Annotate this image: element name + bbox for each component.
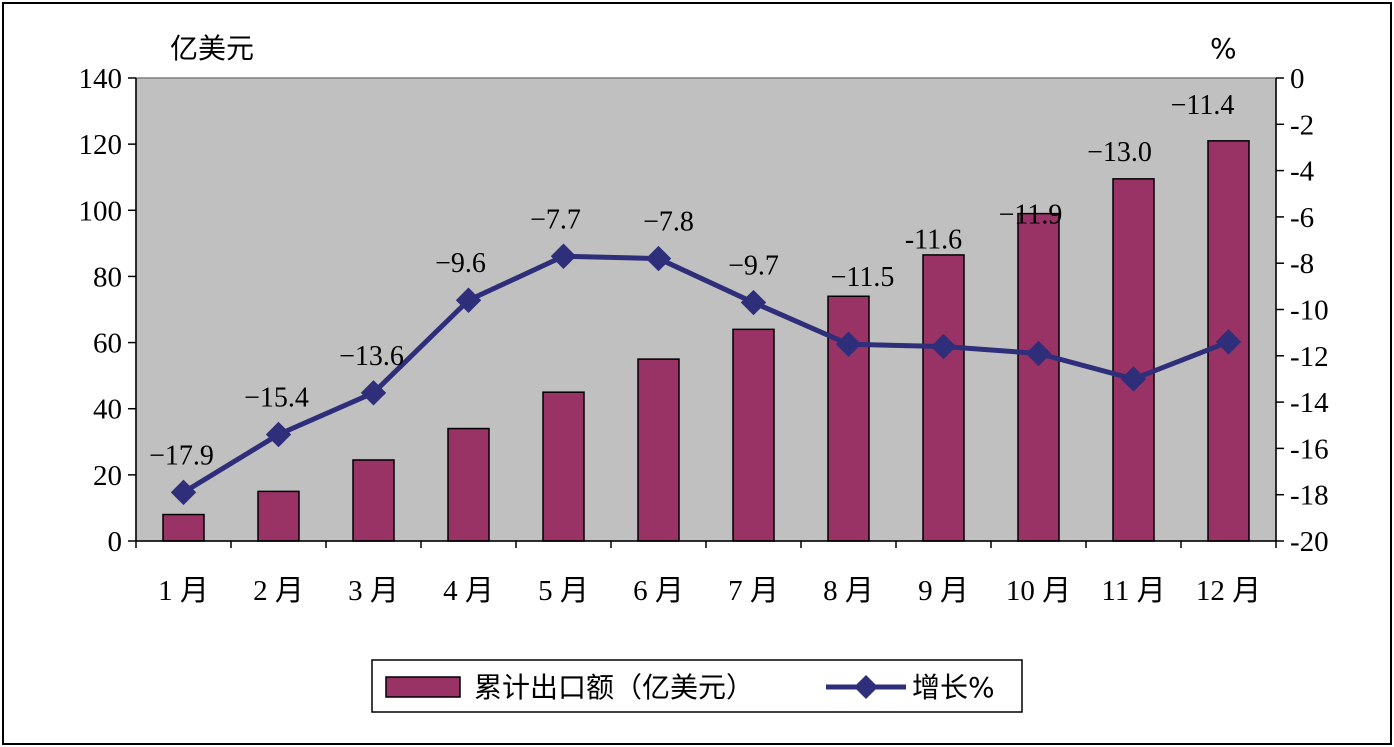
data-label: −11.4 — [1171, 90, 1235, 121]
right-tick-label: -4 — [1290, 156, 1315, 188]
bar-series — [162, 140, 1250, 542]
diamond-marker — [930, 333, 957, 360]
data-label: −15.4 — [244, 383, 309, 414]
right-axis-unit: % — [1210, 32, 1237, 65]
diamond-marker — [360, 380, 387, 406]
diamond-marker — [550, 243, 577, 269]
left-tick-label: 80 — [93, 261, 122, 293]
growth-line — [182, 253, 1230, 495]
data-labels: −17.9 −15.4 −13.6 −9.6 −7.7 −7.8 −9.7 −11.5 -11.… — [149, 90, 1234, 471]
left-tick-label: 0 — [108, 526, 123, 558]
bar — [257, 490, 300, 542]
left-tick-label: 120 — [79, 129, 123, 161]
bar — [1017, 212, 1060, 542]
right-tick-label: -18 — [1290, 480, 1329, 512]
data-label: −13.0 — [1087, 137, 1152, 168]
x-tick-label: 6 月 — [633, 575, 684, 607]
legend-box — [371, 659, 1023, 713]
right-axis: -20-18-16-14-12-10-8-6-4-20 — [1275, 63, 1329, 558]
left-tick-label: 40 — [93, 394, 122, 426]
legend: 累计出口额（亿美元） 增长% — [371, 659, 1023, 713]
diamond-marker — [835, 331, 862, 357]
diamond-marker — [1120, 366, 1147, 392]
legend-line-marker — [854, 675, 878, 699]
right-tick-label: -16 — [1290, 433, 1329, 465]
left-axis: 0 20 40 60 80 100 120 140 — [79, 63, 137, 558]
diamond-marker — [645, 245, 672, 272]
x-tick-label: 2 月 — [253, 575, 304, 607]
diamond-marker — [740, 289, 767, 316]
data-label: -11.6 — [905, 225, 962, 256]
right-tick-label: -6 — [1290, 202, 1314, 234]
legend-bar-label: 累计出口额（亿美元） — [474, 671, 754, 704]
left-tick-label: 60 — [93, 328, 122, 360]
right-tick-label: -2 — [1290, 109, 1314, 141]
plot-area — [135, 77, 1277, 542]
diamond-marker — [170, 479, 197, 506]
x-tick-label: 12 月 — [1196, 575, 1261, 607]
line-series — [170, 243, 1242, 506]
x-tick-label: 3 月 — [348, 575, 399, 607]
left-tick-label: 20 — [93, 460, 122, 492]
bar — [447, 427, 490, 542]
x-tick-label: 9 月 — [918, 575, 969, 607]
diamond-marker — [1025, 340, 1052, 367]
data-label: −13.6 — [339, 341, 404, 372]
bar — [542, 391, 585, 542]
x-tick-label: 1 月 — [158, 575, 209, 607]
bar — [162, 513, 205, 542]
right-tick-label: -8 — [1290, 248, 1314, 280]
right-tick-label: -12 — [1290, 341, 1329, 373]
legend-line-label: 增长% — [912, 671, 995, 704]
diamond-marker — [265, 421, 292, 448]
data-label: −11.5 — [831, 262, 895, 293]
right-tick-label: -10 — [1290, 295, 1329, 327]
right-tick-label: 0 — [1290, 63, 1305, 95]
diamond-marker — [1215, 329, 1242, 355]
x-tick-label: 7 月 — [728, 575, 779, 607]
left-tick-label: 140 — [79, 63, 123, 95]
bar — [637, 358, 680, 542]
data-label: −9.6 — [435, 248, 486, 279]
data-label: −7.8 — [643, 207, 694, 238]
x-tick-label: 8 月 — [823, 575, 874, 607]
bar — [922, 254, 965, 542]
data-label: −11.9 — [999, 199, 1063, 230]
x-tick-label: 10 月 — [1006, 575, 1071, 607]
x-tick-label: 5 月 — [538, 575, 589, 607]
data-label: −9.7 — [728, 251, 779, 282]
left-axis-unit: 亿美元 — [170, 32, 254, 65]
bar — [352, 459, 395, 542]
right-tick-label: -20 — [1290, 526, 1329, 558]
data-label: −7.7 — [530, 204, 581, 235]
data-label: −17.9 — [149, 440, 214, 471]
diamond-marker — [455, 287, 482, 313]
legend-bar-swatch — [385, 676, 461, 698]
bar — [1207, 140, 1250, 542]
left-tick-label: 100 — [79, 195, 123, 227]
x-tick-label: 4 月 — [443, 575, 494, 607]
bar — [1112, 178, 1155, 542]
right-tick-label: -14 — [1290, 387, 1329, 419]
x-axis: 1 月 2 月 3 月 4 月 5 月 6 月 7 月 8 月 9 月 10 月 11 月 12 月 — [135, 540, 1277, 607]
bar — [732, 328, 775, 542]
x-tick-label: 11 月 — [1101, 575, 1165, 607]
